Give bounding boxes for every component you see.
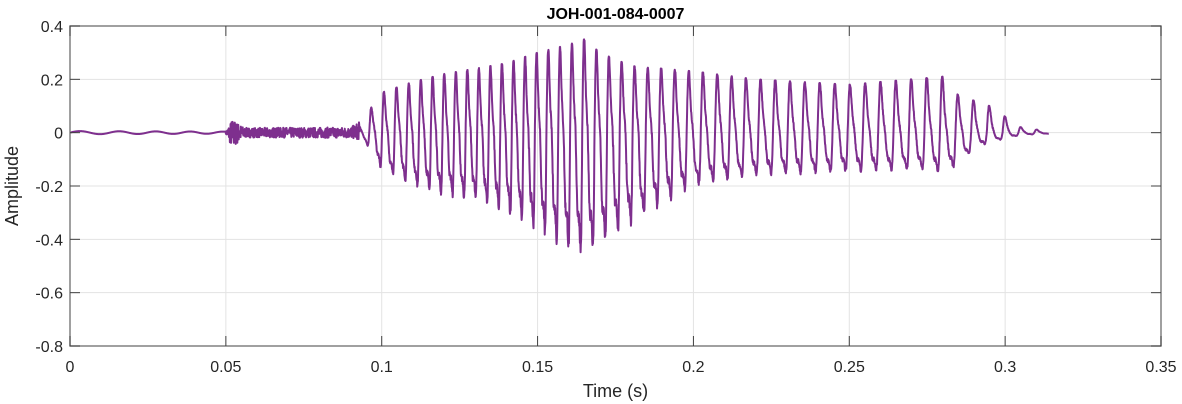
x-tick-label: 0.25 [834, 359, 865, 376]
y-tick-label: -0.6 [35, 286, 63, 303]
y-tick-label: 0.4 [41, 19, 63, 36]
x-axis-label: Time (s) [583, 381, 648, 401]
x-tick-label: 0.3 [994, 359, 1016, 376]
x-tick-label: 0.05 [210, 359, 241, 376]
axis-ticks: 0 0.05 0.1 0.15 0.2 0.25 0.3 0.35 -0.8 -0.6 -0.4 -0… [35, 19, 1176, 376]
x-tick-label: 0.1 [371, 359, 393, 376]
y-tick-label: -0.4 [35, 232, 63, 249]
waveform-line [70, 38, 1050, 254]
x-tick-label: 0.35 [1145, 359, 1176, 376]
y-tick-label: -0.8 [35, 339, 63, 356]
x-tick-label: 0 [66, 359, 75, 376]
chart-title: JOH-001-084-0007 [547, 6, 685, 23]
x-tick-label: 0.2 [682, 359, 704, 376]
y-tick-label: -0.2 [35, 179, 63, 196]
x-tick-label: 0.15 [522, 359, 553, 376]
y-tick-label: 0.2 [41, 72, 63, 89]
y-axis-label: Amplitude [2, 146, 22, 226]
y-tick-label: 0 [54, 126, 63, 143]
